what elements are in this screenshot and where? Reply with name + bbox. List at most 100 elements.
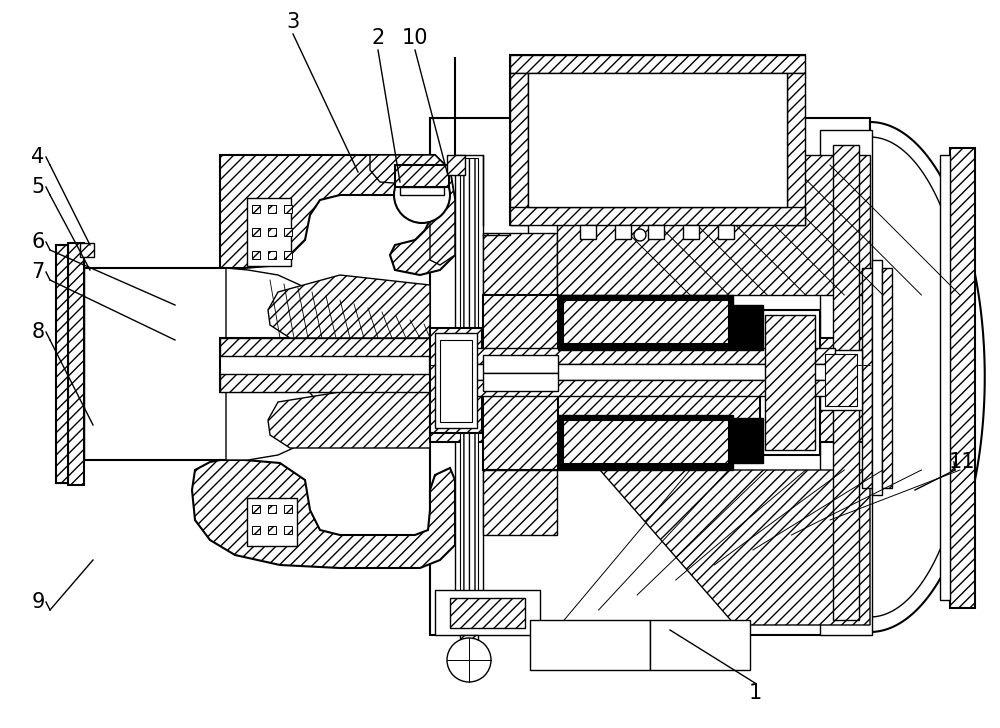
Bar [733,418,763,463]
Bar [455,348,835,364]
Polygon shape [226,268,315,372]
Bar [528,73,787,207]
Bar [558,415,733,470]
Bar [718,225,734,239]
Text: 7: 7 [31,262,45,282]
Bar [56,245,68,483]
Bar [430,338,870,390]
Polygon shape [870,122,985,632]
Bar [284,205,292,213]
Bar [833,145,859,620]
Bar [68,243,84,485]
Bar [284,228,292,236]
Bar [252,251,260,259]
Bar [825,354,857,406]
Bar [558,295,733,350]
Text: 8: 8 [31,322,45,342]
Bar [872,260,882,495]
Bar [268,526,276,534]
Bar [882,268,892,488]
Polygon shape [226,368,315,460]
Bar [252,505,260,513]
Polygon shape [430,118,870,635]
Bar [483,373,558,391]
Bar [268,228,276,236]
Polygon shape [870,137,971,617]
Bar [950,148,975,608]
Bar [510,55,805,225]
Bar [615,225,631,239]
Bar [430,328,482,433]
Bar [284,505,292,513]
Bar [683,225,699,239]
Text: 4: 4 [31,147,45,167]
Polygon shape [220,338,430,392]
Bar [787,73,805,225]
Bar [395,165,449,187]
Bar [483,295,558,470]
Bar [435,590,540,635]
Bar [268,505,276,513]
Polygon shape [268,392,430,448]
Text: 10: 10 [402,28,428,48]
Bar [284,526,292,534]
Bar [733,305,763,350]
Bar [820,350,862,410]
Bar [765,315,815,450]
Bar [455,364,835,380]
Circle shape [394,167,450,223]
Bar [430,390,870,442]
Bar [220,338,430,356]
Bar [563,420,728,463]
Polygon shape [192,460,455,568]
Text: 1: 1 [748,683,762,703]
Bar [940,155,950,600]
Bar [247,198,291,266]
Bar [252,526,260,534]
Bar [220,374,430,392]
Bar [563,300,728,343]
Bar [510,207,805,225]
Bar [80,243,94,257]
Text: 3: 3 [286,12,300,32]
Bar [460,158,478,614]
Text: 2: 2 [371,28,385,48]
Bar [447,155,465,175]
Bar [483,355,558,373]
Bar [438,374,862,392]
Polygon shape [483,233,557,295]
Bar [760,310,820,455]
Bar [510,73,528,225]
Bar [455,155,483,615]
Bar [460,635,478,655]
Bar [284,251,292,259]
Bar [450,598,525,628]
Bar [268,251,276,259]
Circle shape [447,638,491,682]
Bar [252,205,260,213]
Bar [268,205,276,213]
Bar [530,620,650,670]
Bar [252,228,260,236]
Polygon shape [557,155,870,295]
Bar [650,620,750,670]
Polygon shape [268,275,430,338]
Bar [648,225,664,239]
Bar [438,356,862,374]
Bar [440,340,472,422]
Bar [820,130,872,635]
Bar [247,498,297,546]
Bar [400,187,444,195]
Text: 11: 11 [949,452,975,472]
Bar [455,380,835,396]
Bar [580,225,596,239]
Polygon shape [557,470,870,625]
Polygon shape [483,470,557,535]
Polygon shape [370,155,455,265]
Text: 6: 6 [31,232,45,252]
Bar [862,268,872,488]
Text: 5: 5 [31,177,45,197]
Circle shape [634,229,646,241]
Bar [510,55,805,73]
Polygon shape [220,155,455,275]
